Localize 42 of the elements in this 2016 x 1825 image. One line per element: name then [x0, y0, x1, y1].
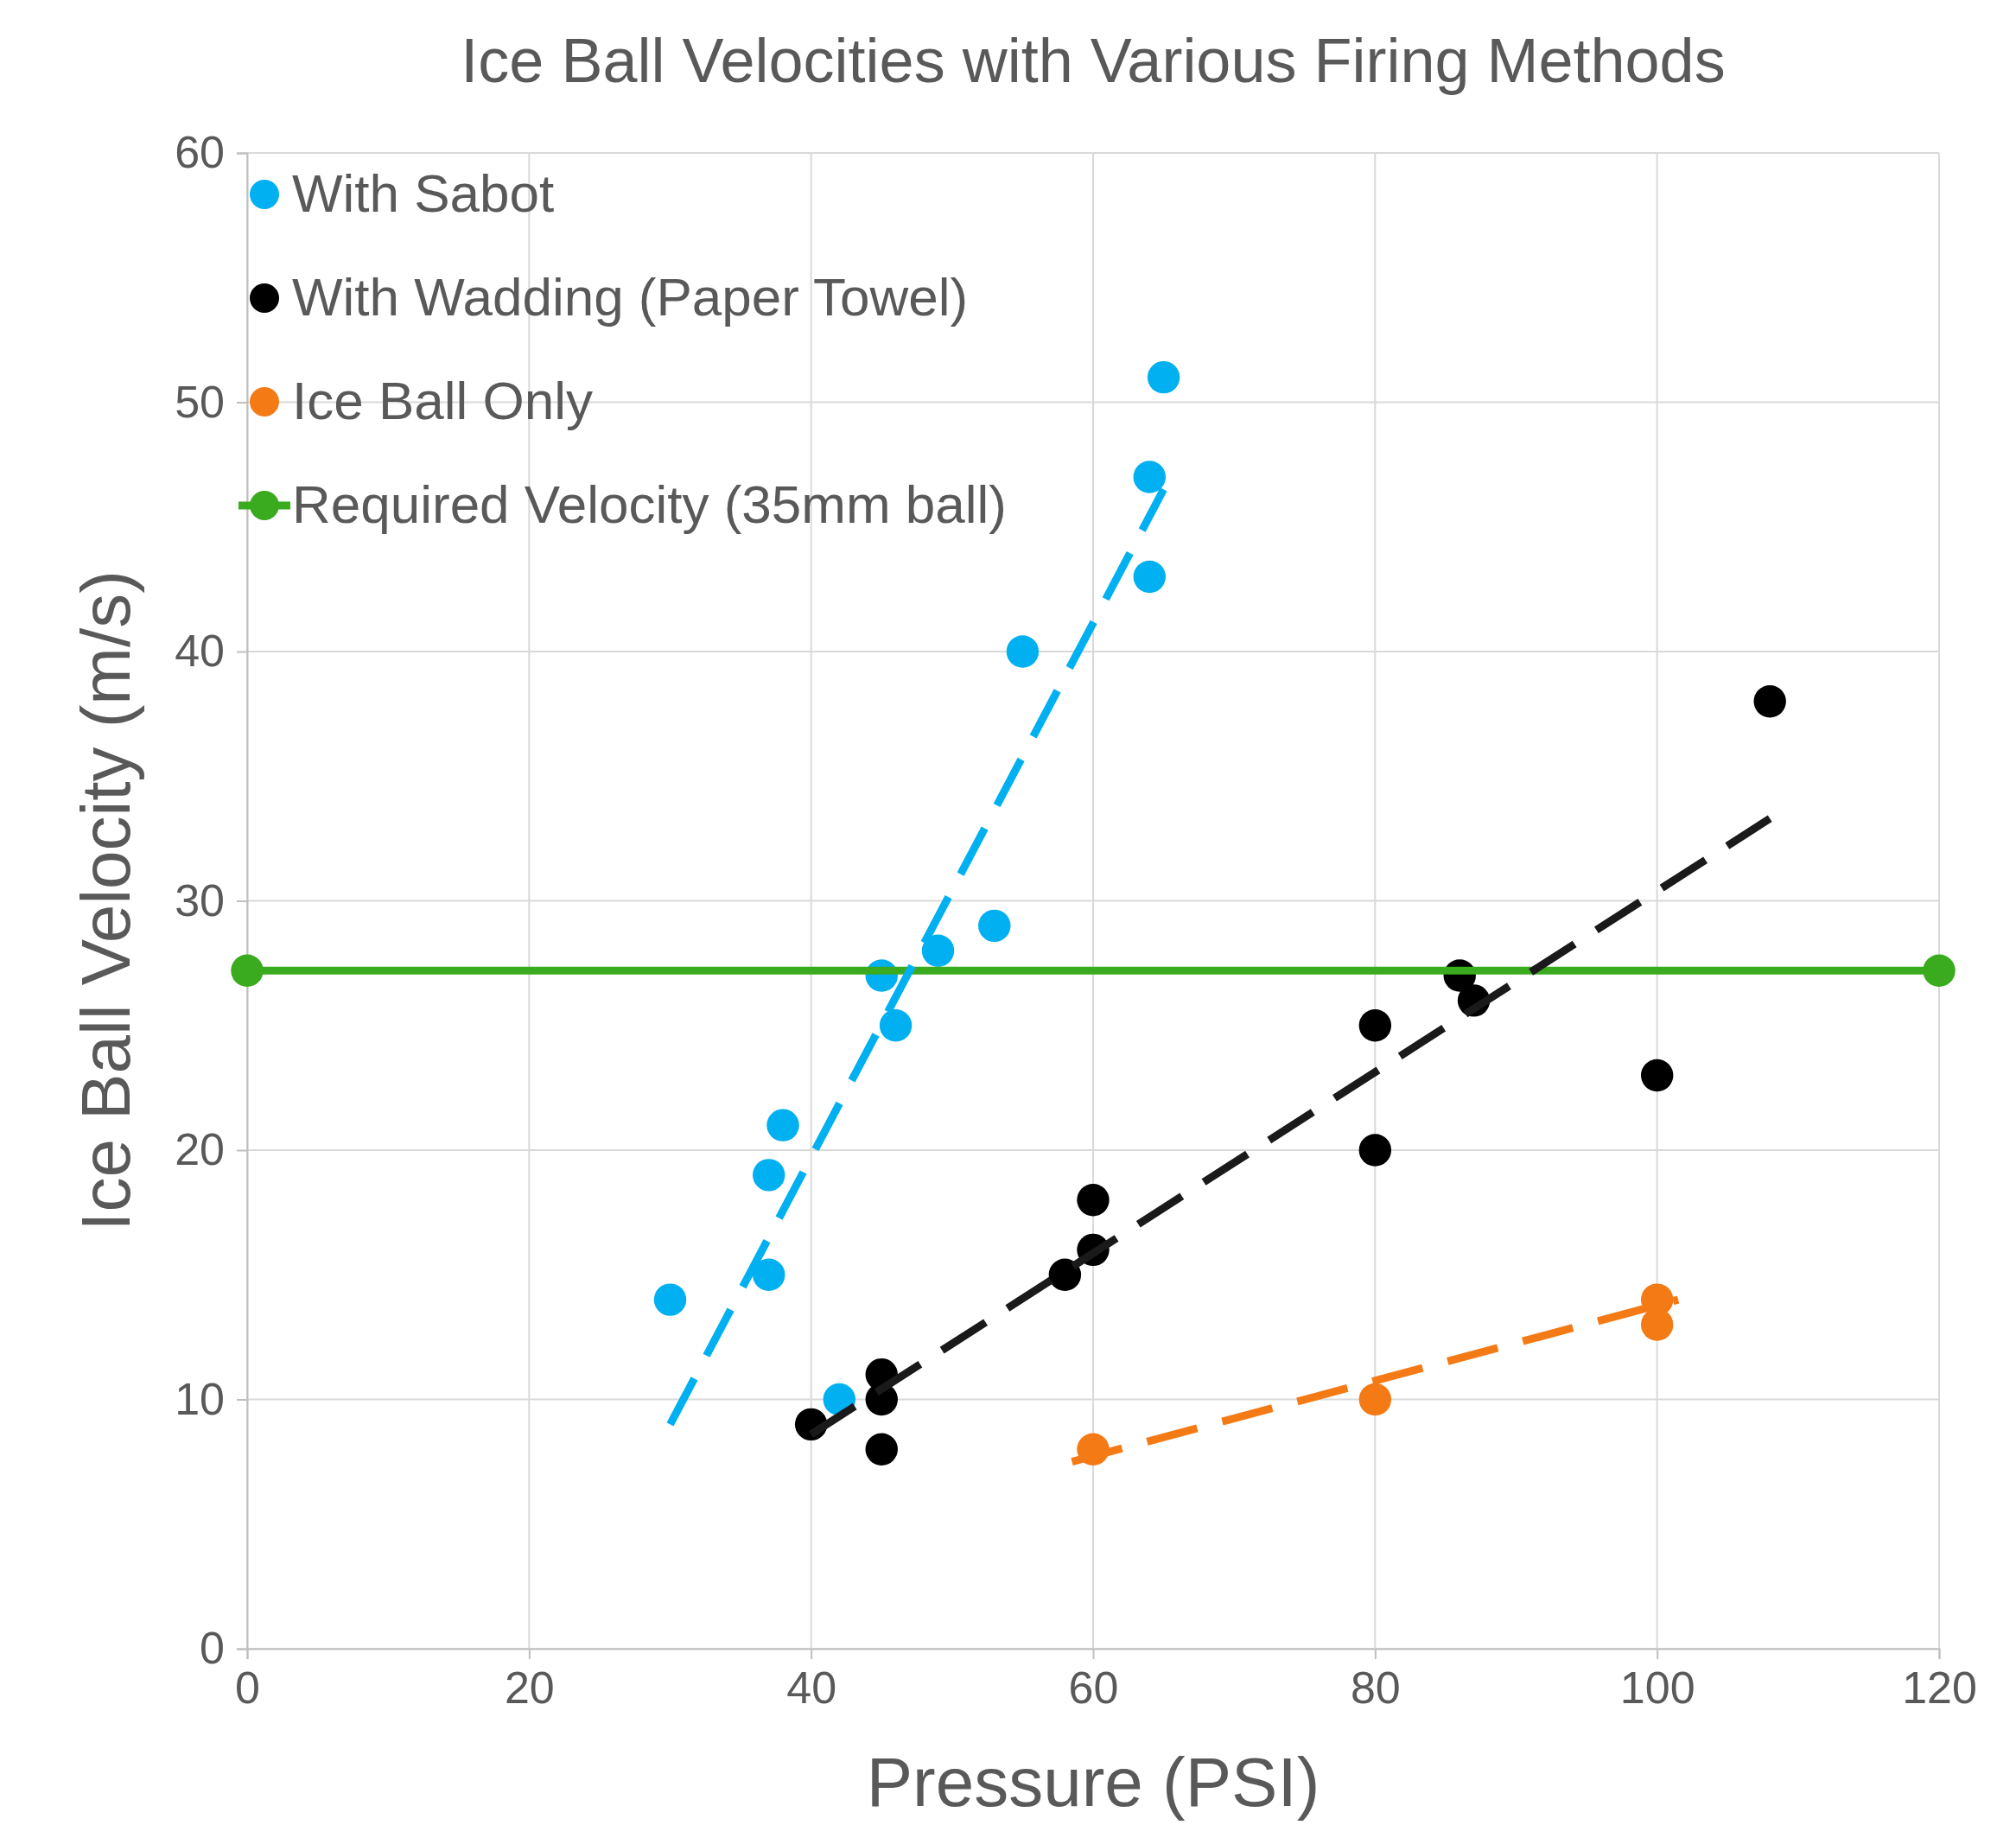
point [1133, 560, 1166, 594]
point [1358, 1009, 1392, 1042]
point [1358, 1383, 1392, 1416]
y-tick-label: 20 [175, 1124, 225, 1175]
x-tick-label: 60 [1068, 1662, 1119, 1713]
point [1133, 461, 1166, 493]
legend-label: Required Velocity (35mm ball) [292, 474, 1008, 534]
legend-label: With Wadding (Paper Towel) [292, 267, 969, 327]
point [653, 1283, 687, 1316]
x-tick-label: 40 [786, 1662, 837, 1713]
point [1923, 954, 1956, 987]
chart-title: Ice Ball Velocities with Various Firing Methods [461, 26, 1726, 95]
point [753, 1258, 785, 1291]
legend-label: Ice Ball Only [292, 371, 594, 430]
point [978, 909, 1011, 943]
y-tick-label: 60 [175, 127, 225, 178]
point [1006, 635, 1040, 668]
x-tick-label: 80 [1350, 1662, 1401, 1713]
point [1147, 360, 1180, 394]
point [753, 1159, 785, 1192]
x-axis-title: Pressure (PSI) [866, 1744, 1320, 1821]
point [879, 1009, 913, 1042]
point [1077, 1184, 1110, 1217]
y-tick-label: 50 [175, 376, 225, 427]
y-tick-label: 40 [175, 626, 225, 677]
y-tick-label: 30 [175, 874, 225, 925]
x-tick-label: 100 [1619, 1662, 1695, 1713]
point [1358, 1134, 1392, 1167]
legend-label: With Sabot [292, 163, 555, 223]
x-tick-label: 0 [235, 1662, 260, 1713]
point [231, 954, 264, 987]
x-tick-label: 120 [1902, 1662, 1977, 1713]
point [1048, 1258, 1082, 1291]
point [1753, 685, 1786, 718]
point [865, 1433, 898, 1466]
point [1640, 1059, 1674, 1092]
point [921, 934, 955, 967]
point [766, 1109, 799, 1141]
y-tick-label: 0 [200, 1623, 225, 1674]
y-tick-label: 10 [175, 1373, 225, 1424]
y-axis-title: Ice Ball Velocity (m/s) [67, 570, 144, 1231]
x-tick-label: 20 [504, 1662, 555, 1713]
